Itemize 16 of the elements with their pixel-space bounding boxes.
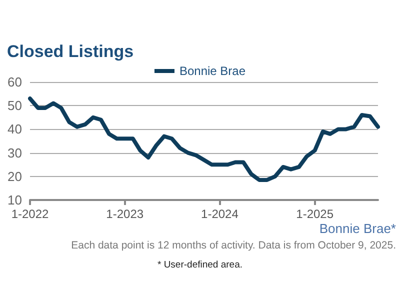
x-tick-label: 1-2023	[106, 207, 144, 221]
y-tick-label: 60	[8, 74, 22, 90]
y-tick-label: 10	[8, 192, 22, 208]
x-tick-label: 1-2024	[201, 207, 239, 221]
y-tick-label: 50	[8, 98, 22, 114]
text: * User-defined area.	[157, 260, 243, 270]
line-series	[28, 96, 380, 182]
text: Each data point is 12 months of activity. Data is from October 9, 2025.	[71, 240, 396, 252]
x-tick-label: 1-2022	[11, 207, 50, 221]
y-tick-label: 40	[8, 122, 22, 137]
x-tick-label: 1-2025	[296, 207, 334, 221]
chart-title: Closed Listings	[7, 42, 134, 61]
y-tick-label: 20	[8, 168, 22, 184]
y-tick-label: 30	[8, 145, 22, 160]
text: Bonnie Brae*	[319, 221, 396, 236]
legend-label: Bonnie Brae	[179, 64, 246, 78]
